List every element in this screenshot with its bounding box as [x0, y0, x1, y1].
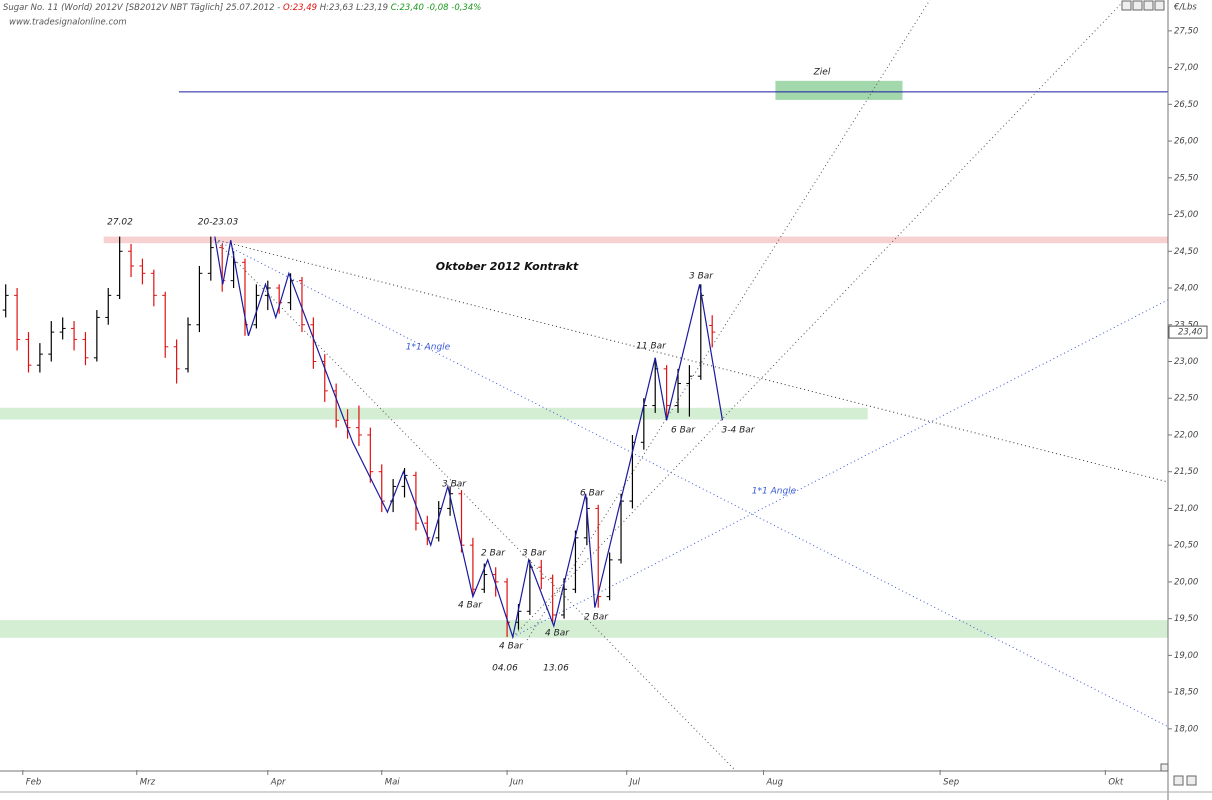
button-zoom-y[interactable]: [1186, 775, 1197, 786]
button-zoom-x[interactable]: [1173, 775, 1184, 786]
annotation: 1*1 Angle: [752, 487, 797, 497]
chart-header: Sugar No. 11 (World) 2012V [SB2012V NBT …: [3, 3, 481, 13]
zone: [103, 236, 1168, 244]
x-tick-label: Apr: [270, 778, 286, 788]
annotation: 6 Bar: [580, 489, 605, 499]
zone: [0, 620, 1168, 638]
annotation: 20-23.03: [198, 218, 239, 228]
annotation: 27.02: [107, 218, 133, 228]
annotation: 3-4 Bar: [722, 426, 756, 436]
annotation: 3 Bar: [689, 272, 714, 282]
annotation: 2 Bar: [481, 549, 506, 559]
open-value: O:23,49: [283, 3, 317, 13]
y-tick-label: 23,50: [1174, 320, 1198, 330]
y-tick-label: 21,50: [1174, 467, 1198, 477]
y-tick-label: 20,00: [1174, 577, 1198, 587]
annotation: 11 Bar: [636, 342, 667, 352]
price-marker-box: [1168, 325, 1208, 339]
x-tick-label: Feb: [26, 778, 42, 788]
y-tick-label: 20,50: [1174, 541, 1198, 551]
y-tick-label: 23,00: [1174, 357, 1198, 367]
y-tick-label: 22,00: [1174, 430, 1198, 440]
annotation: 4 Bar: [499, 642, 524, 652]
y-axis-panel: [1168, 0, 1212, 800]
y-tick-label: 22,50: [1174, 394, 1198, 404]
x-tick-label: Aug: [765, 778, 783, 788]
y-tick-label: 26,50: [1174, 100, 1198, 110]
annotation: 6 Bar: [671, 426, 696, 436]
x-axis-panel: [0, 771, 1212, 800]
high-low-values: H:23,63 L:23,19: [320, 3, 388, 13]
annotation: 3 Bar: [442, 480, 467, 490]
unit-label: €/Lbs: [1173, 3, 1197, 13]
zone: [0, 407, 868, 420]
annotation: Ziel: [813, 68, 831, 78]
button-restore[interactable]: [1143, 0, 1154, 11]
trendline: [512, 0, 1126, 638]
annotation: 4 Bar: [458, 601, 483, 611]
y-tick-label: 18,00: [1174, 724, 1198, 734]
trendline: [214, 239, 1168, 728]
annotation: Oktober 2012 Kontrakt: [436, 260, 579, 273]
annotation: 3 Bar: [522, 549, 547, 559]
y-tick-label: 25,50: [1174, 173, 1198, 183]
y-tick-label: 18,50: [1174, 688, 1198, 698]
annotation: 13.06: [543, 664, 569, 674]
x-tick-label: Jul: [628, 778, 641, 788]
toolbar: [1121, 0, 1197, 786]
zone: [775, 80, 903, 100]
button-resize[interactable]: [1160, 763, 1169, 772]
y-tick-label: 19,00: [1174, 651, 1198, 661]
website: www.tradesignalonline.com: [9, 18, 127, 28]
annotation: 4 Bar: [545, 629, 570, 639]
x-tick-label: Jun: [508, 778, 523, 788]
button-close[interactable]: [1154, 0, 1165, 11]
close-change: C:23,40 -0,08 -0,34%: [391, 3, 482, 13]
price-marker-label: 23,40: [1178, 328, 1202, 338]
symbol: Sugar No. 11 (World) 2012V [SB2012V NBT …: [3, 3, 280, 13]
y-tick-label: 27,00: [1174, 63, 1198, 73]
y-tick-label: 26,00: [1174, 137, 1198, 147]
y-tick-label: 24,50: [1174, 247, 1198, 257]
y-tick-label: 27,50: [1174, 26, 1198, 36]
x-tick-label: Okt: [1108, 778, 1124, 788]
annotation: 1*1 Angle: [406, 343, 451, 353]
plot-area: 27.02 20-23.03 Oktober 2012 Kontrakt 1*1 An…: [0, 0, 1168, 770]
y-tick-label: 19,50: [1174, 614, 1198, 624]
zigzag-line: [214, 236, 724, 640]
x-tick-label: Mrz: [140, 778, 156, 788]
button-prev[interactable]: [1121, 0, 1132, 11]
y-tick-label: 21,00: [1174, 504, 1198, 514]
annotation: 04.06: [492, 664, 518, 674]
annotation: 2 Bar: [584, 613, 609, 623]
x-tick-label: Mai: [385, 778, 401, 788]
y-tick-label: 25,00: [1174, 210, 1198, 220]
x-tick-label: Sep: [943, 778, 959, 788]
button-next[interactable]: [1132, 0, 1143, 11]
trendline: [512, 299, 1168, 638]
y-tick-label: 24,00: [1174, 284, 1198, 294]
